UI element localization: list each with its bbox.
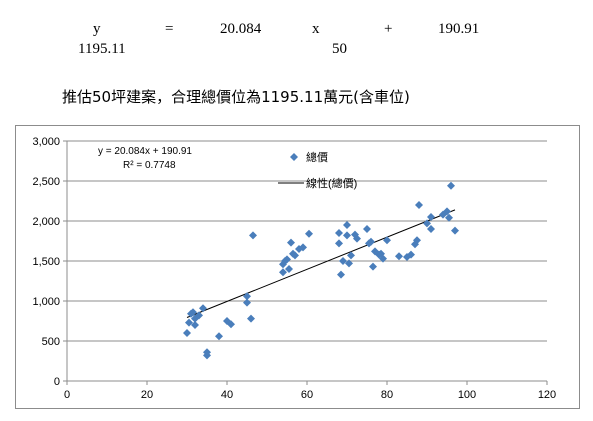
data-point-diamond: [283, 255, 291, 264]
r-squared-label: R² = 0.7748: [123, 160, 176, 171]
x-tick-label: 120: [538, 389, 556, 401]
data-point-diamond: [305, 229, 313, 238]
scatter-chart: 0 500 1,000 1,500 2,000 2,500 3,000 0 20 40 60 80 10…: [32, 136, 556, 401]
data-point-diamond: [353, 234, 361, 243]
data-point-diamond: [249, 231, 257, 240]
legend-series-label: 總價: [306, 150, 328, 164]
data-point-diamond: [427, 225, 435, 233]
data-point-diamond: [351, 230, 359, 239]
data-point-diamond: [347, 251, 355, 260]
data-point-diamond: [445, 213, 453, 222]
data-point-diamond: [427, 213, 435, 221]
data-point-diamond: [227, 320, 235, 329]
data-point-diamond: [299, 243, 307, 252]
data-point-diamond: [185, 318, 193, 327]
x-tick-label: 0: [64, 389, 70, 401]
data-point-diamond: [395, 252, 403, 261]
data-point-diamond: [413, 236, 421, 245]
data-point-diamond: [243, 298, 251, 307]
trendline-layer: [186, 209, 456, 318]
substitution-x-value: 50: [332, 41, 347, 57]
data-point-diamond: [199, 304, 207, 313]
legend-diamond-marker: [290, 153, 298, 161]
annotations: y = 20.084x + 190.91 R² = 0.7748: [98, 146, 192, 171]
data-point-diamond: [407, 250, 415, 259]
equation-slope: 20.084: [220, 21, 262, 37]
data-point-diamond: [451, 226, 459, 235]
data-point-diamond: [423, 219, 431, 228]
data-point-diamond: [195, 311, 203, 320]
axes: 0 500 1,000 1,500 2,000 2,500 3,000 0 20 40 60 80 10…: [32, 136, 556, 401]
data-point-diamond: [447, 181, 455, 190]
data-point-diamond: [367, 237, 375, 246]
y-tick-label: 2,500: [32, 176, 60, 188]
data-point-diamond: [343, 231, 351, 240]
data-point-diamond: [345, 259, 353, 268]
data-point-diamond: [191, 321, 199, 329]
data-point-diamond: [247, 314, 255, 323]
data-point-diamond: [243, 292, 251, 301]
equation-plus-sign: +: [384, 21, 393, 37]
y-tick-label: 500: [42, 336, 60, 348]
data-point-diamond: [189, 308, 197, 317]
trendline-equation-label: y = 20.084x + 190.91: [98, 146, 192, 157]
data-point-diamond: [279, 268, 287, 277]
data-point-diamond: [335, 229, 343, 237]
data-point-diamond: [337, 270, 345, 279]
data-point-diamond: [369, 262, 377, 271]
data-point-diamond: [443, 207, 451, 216]
y-tick-label: 1,500: [32, 256, 60, 268]
data-point-diamond: [343, 221, 351, 229]
x-tick-label: 60: [301, 389, 313, 401]
data-point-diamond: [363, 225, 371, 233]
y-tick-label: 3,000: [32, 136, 60, 148]
y-tick-label: 1,000: [32, 296, 60, 308]
legend-trendline-label: 線性(總價): [306, 176, 357, 190]
data-points: [183, 181, 459, 360]
x-tick-label: 100: [458, 389, 476, 401]
data-point-diamond: [203, 348, 211, 357]
data-point-diamond: [335, 239, 343, 248]
data-point-diamond: [379, 254, 387, 263]
data-point-diamond: [183, 329, 191, 337]
x-tick-label: 20: [141, 389, 153, 401]
equation-intercept: 190.91: [438, 21, 480, 37]
y-tick-label: 2,000: [32, 216, 60, 228]
data-point-diamond: [339, 257, 347, 265]
data-point-diamond: [291, 251, 299, 260]
equation-y-symbol: y: [93, 21, 101, 37]
x-tick-label: 40: [221, 389, 233, 401]
linear-trendline: [186, 209, 456, 318]
equation-equals-sign: =: [165, 21, 174, 37]
legend: 總價 線性(總價): [278, 150, 357, 190]
y-tick-label: 0: [54, 376, 60, 388]
data-point-diamond: [215, 332, 223, 341]
data-point-diamond: [415, 201, 423, 209]
x-tick-label: 80: [381, 389, 393, 401]
chart-frame: 0 500 1,000 1,500 2,000 2,500 3,000 0 20 40 60 80 10…: [15, 125, 580, 409]
conclusion-text: 推估50坪建案，合理總價位為1195.11萬元(含車位): [62, 88, 410, 106]
substitution-result: 1195.11: [78, 41, 126, 57]
data-point-diamond: [287, 238, 295, 247]
data-point-diamond: [285, 265, 293, 273]
equation-x-symbol: x: [312, 21, 320, 37]
data-point-diamond: [383, 236, 391, 245]
grid-lines: [67, 140, 547, 342]
